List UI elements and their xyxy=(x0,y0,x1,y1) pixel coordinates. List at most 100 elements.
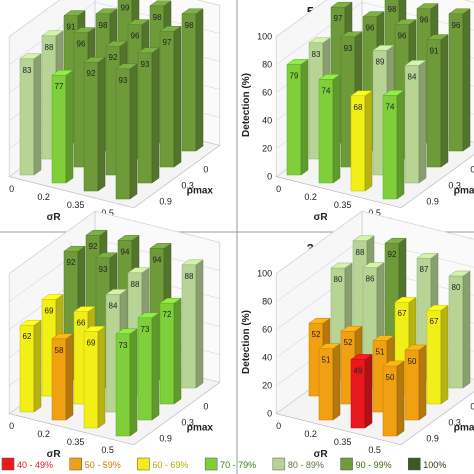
legend-item: 40 - 49% xyxy=(1,457,53,471)
bar-side-face xyxy=(33,53,42,176)
bar-front-face xyxy=(404,65,420,184)
bar-value-label: 51 xyxy=(376,348,385,357)
bar-value-label: 91 xyxy=(430,47,439,56)
bar-front-face xyxy=(448,275,464,389)
bar-side-face xyxy=(440,304,449,405)
x-tick-label: 0 xyxy=(276,184,281,194)
bar-top-face xyxy=(149,243,172,249)
x-tick-label: 0.2 xyxy=(304,192,317,202)
bar-value-label: 98 xyxy=(99,21,108,30)
gridline xyxy=(276,0,474,37)
gridline xyxy=(276,210,474,274)
bar-top-face xyxy=(83,326,106,332)
y-tick-label: 0 xyxy=(203,402,208,412)
bar-top-face xyxy=(51,333,74,340)
bar: 68 xyxy=(350,90,373,192)
x-tick-label: 0.5 xyxy=(368,445,381,455)
bar-value-label: 92 xyxy=(89,242,98,251)
bar-side-face xyxy=(332,73,341,184)
bar-side-face xyxy=(129,63,138,200)
bar: 96 xyxy=(448,8,471,152)
bar-value-label: 73 xyxy=(119,341,128,350)
x-tick-label: 0.35 xyxy=(334,437,352,447)
bar: 80 xyxy=(448,270,471,389)
bar-side-face xyxy=(300,58,309,176)
x-tick-label: 0 xyxy=(276,421,281,431)
bar-side-face xyxy=(396,360,405,437)
bar-value-label: 69 xyxy=(87,338,96,347)
bar-side-face xyxy=(418,59,427,184)
legend-label: 80 - 89% xyxy=(288,460,324,470)
y-axis-label: ρmax xyxy=(187,422,214,433)
bar-top-face xyxy=(63,245,86,252)
bar: 84 xyxy=(404,59,427,184)
bar-side-face xyxy=(462,270,471,389)
z-tick-label: 0 xyxy=(267,172,272,182)
bar-top-face xyxy=(362,262,385,268)
legend-item: 50 - 59% xyxy=(69,457,121,471)
bar-side-face xyxy=(364,353,373,429)
z-tick-label: 100 xyxy=(257,269,272,279)
z-tick-label: 40 xyxy=(262,353,272,363)
gridline xyxy=(9,1,220,65)
z-tick-label: 80 xyxy=(262,297,272,307)
bar: 83 xyxy=(19,53,42,176)
bar-top-face xyxy=(416,3,439,9)
bar-front-face xyxy=(448,13,464,152)
bar-top-face xyxy=(159,297,182,304)
bar-value-label: 67 xyxy=(398,309,407,318)
bar-value-label: 92 xyxy=(109,53,118,62)
bar-value-label: 88 xyxy=(185,272,194,281)
bar-side-face xyxy=(151,47,160,184)
bar-front-face xyxy=(181,264,197,389)
bar-value-label: 67 xyxy=(430,317,439,326)
bar: 72 xyxy=(159,297,182,405)
bar-top-face xyxy=(362,11,385,17)
legend-label: 60 - 69% xyxy=(152,460,188,470)
bar-top-face xyxy=(372,45,395,51)
legend-label: 50 - 59% xyxy=(85,460,121,470)
bar: 92 xyxy=(83,56,106,192)
x-tick-label: 0.5 xyxy=(101,445,114,455)
legend-label: 40 - 49% xyxy=(17,460,53,470)
y-axis-label: ρmax xyxy=(454,185,474,196)
bar: 51 xyxy=(318,343,341,421)
bar-top-face xyxy=(352,235,375,242)
x-axis-label: σR xyxy=(47,212,62,223)
bar-top-face xyxy=(340,31,363,38)
bar-value-label: 58 xyxy=(55,346,64,355)
bar-value-label: 97 xyxy=(163,38,172,47)
bar-value-label: 96 xyxy=(452,21,461,30)
bar-top-face xyxy=(330,1,353,8)
y-axis-label: ρmax xyxy=(454,422,474,433)
bar-front-face xyxy=(286,64,302,176)
bar-top-face xyxy=(426,304,449,311)
bar: 91 xyxy=(426,34,449,168)
z-tick-label: 20 xyxy=(262,381,272,391)
bar-side-face xyxy=(418,344,427,421)
bar-top-face xyxy=(117,235,140,241)
bar-front-face xyxy=(137,52,153,184)
legend-swatch xyxy=(69,457,82,471)
bar-top-face xyxy=(330,262,353,269)
bar-top-face xyxy=(416,252,439,259)
bar-top-face xyxy=(137,312,160,319)
legend-swatch xyxy=(272,457,286,471)
bar-value-label: 84 xyxy=(109,301,118,310)
bar-top-face xyxy=(181,8,204,15)
bar-top-face xyxy=(318,343,341,349)
bar-value-label: 66 xyxy=(77,319,86,328)
bar-value-label: 92 xyxy=(67,258,76,267)
y-tick-label: 0 xyxy=(203,165,208,175)
bar-value-label: 93 xyxy=(119,76,128,85)
legend-swatch xyxy=(408,457,421,471)
bar-value-label: 94 xyxy=(121,247,130,256)
bar-top-face xyxy=(41,294,64,300)
bar-top-face xyxy=(19,53,42,60)
bar-side-face xyxy=(151,312,160,421)
z-tick-label: 40 xyxy=(262,116,272,126)
legend-item: 90 - 99% xyxy=(340,457,392,471)
bar-top-face xyxy=(448,8,471,15)
bar-value-label: 88 xyxy=(45,43,54,52)
